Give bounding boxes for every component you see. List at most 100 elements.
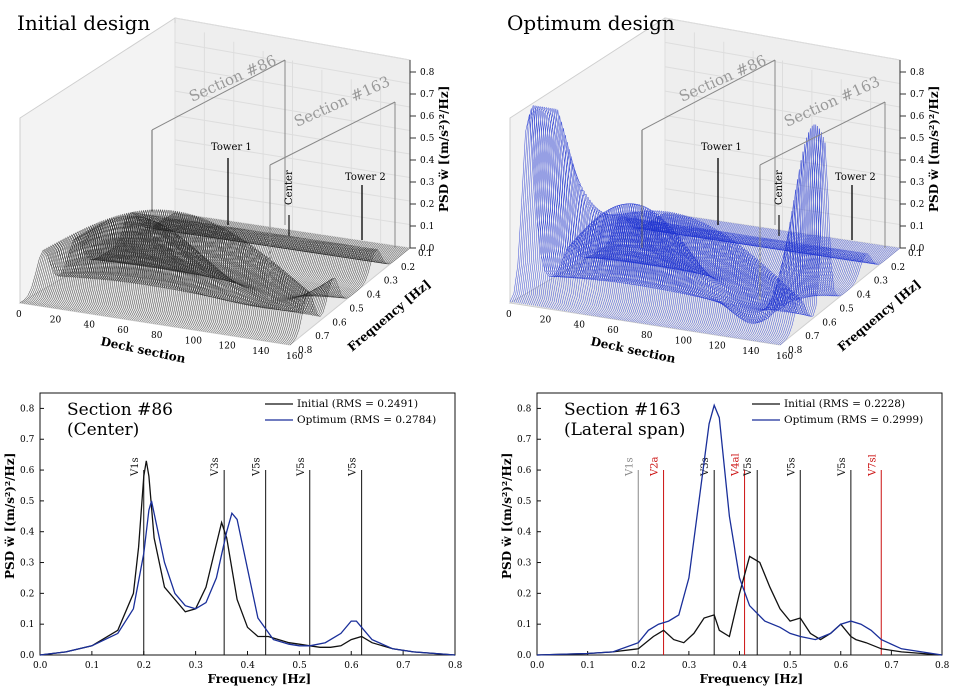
x-tick-label: 40 [574,321,586,331]
z-tick-label: 0.7 [910,90,925,100]
x-tick-label: 0.7 [396,661,411,671]
y-tick-label: 0.8 [298,346,313,356]
surface-line [289,247,411,346]
y-tick-label: 0.2 [20,589,34,599]
mode-label-v1s: V1s [624,457,635,477]
x-tick-label: 100 [185,336,202,346]
mode-label-v2a: V2a [650,456,661,477]
series-line-optimum [39,500,456,656]
x-tick-label: 40 [84,321,96,331]
mode-label-v5s: V5s [296,457,307,477]
surface-line [764,128,887,343]
surface-line [25,212,181,305]
x-tick-label: 60 [117,326,129,336]
x-tick-label: 0.4 [241,661,256,671]
surface-line [762,132,886,343]
x-tick-label: 0.6 [344,661,359,671]
surface-line [46,215,199,308]
y-tick-label: 0.2 [401,263,415,273]
x-tick-label: 80 [151,331,163,341]
center-label: Center [774,170,785,205]
y-tick-label: 0.1 [517,620,531,630]
surface-line [129,209,271,321]
z-tick-label: 0.1 [910,222,924,232]
z-tick-label: 0.0 [420,244,435,254]
z-tick-label: 0.6 [420,112,435,122]
series-line-optimum [536,403,943,656]
tower-2-label: Tower 2 [345,172,386,183]
x-tick-label: 60 [607,326,619,336]
y-tick-label: 0.7 [20,435,35,445]
x-tick-label: 0.1 [581,661,595,671]
section-subtitle: (Center) [67,420,139,440]
section-163-top [759,101,886,166]
y-tick-label: 0.2 [891,263,905,273]
y-tick-label: 0.4 [517,528,532,538]
surface-line [777,136,899,345]
y-tick-label: 0.3 [20,559,35,569]
mode-label-v7sl: V7sl [867,454,878,477]
x-tick-label: 80 [641,331,653,341]
x-tick-label: 160 [776,352,793,362]
z-tick-label: 0.2 [420,200,434,210]
surface-line [758,144,882,342]
surface-line [766,125,889,344]
y-tick-label: 0.6 [20,466,35,476]
x-axis-label: Deck section [589,334,677,366]
tower-2-label: Tower 2 [835,172,876,183]
x-tick-label: 100 [675,336,692,346]
x-axis-label: Frequency [Hz] [700,672,804,686]
y-tick-label: 0.7 [517,435,532,445]
y-tick-label: 0.7 [805,332,820,342]
legend-entry: Optimum (RMS = 0.2999) [784,414,923,426]
x-tick-label: 0.5 [783,661,798,671]
x-tick-label: 0.3 [189,661,204,671]
y-tick-label: 0.6 [822,318,837,328]
center-label: Center [284,170,295,205]
x-tick-label: 140 [252,347,269,357]
y-tick-label: 0.4 [367,291,382,301]
y-tick-label: 0.8 [20,404,35,414]
x-tick-label: 0.1 [85,661,99,671]
legend-entry: Optimum (RMS = 0.2784) [297,414,436,426]
y-tick-label: 0.7 [315,332,330,342]
surface-line [287,247,409,345]
mode-label-v5s: V5s [252,457,263,477]
x-tick-label: 0.8 [448,661,463,671]
x-tick-label: 0.2 [631,661,645,671]
mode-label-v5s: V5s [786,457,797,477]
x-tick-label: 0.0 [33,661,48,671]
y-tick-label: 0.6 [332,318,347,328]
mode-label-v3s: V3s [210,457,221,477]
x-tick-label: 0.4 [733,661,748,671]
z-tick-label: 0.1 [420,222,434,232]
y-tick-label: 0.5 [839,304,854,314]
section-163-top [269,101,396,166]
y-tick-label: 0.1 [418,249,432,259]
surface-line [710,238,840,335]
y-tick-label: 0.1 [20,620,34,630]
y-tick-label: 0.5 [349,304,364,314]
y-tick-label: 0.8 [517,404,532,414]
z-tick-label: 0.2 [910,200,924,210]
x-tick-label: 0.2 [137,661,151,671]
x-tick-label: 20 [540,315,552,325]
x-tick-label: 0 [16,310,22,320]
y-tick-label: 0.3 [517,559,532,569]
surface-line [779,142,901,346]
z-tick-label: 0.4 [420,156,435,166]
tower-1-label: Tower 1 [211,142,252,153]
y-tick-label: 0.4 [857,291,872,301]
surface-line [48,215,201,308]
y-tick-label: 0.3 [874,277,889,287]
x-tick-label: 160 [286,352,303,362]
z-tick-label: 0.8 [420,68,435,78]
tower-1-label: Tower 1 [701,142,742,153]
y-tick-label: 0.8 [788,346,803,356]
legend-entry: Initial (RMS = 0.2491) [297,398,418,410]
y-tick-label: 0.2 [517,589,531,599]
x-tick-label: 0.5 [292,661,307,671]
grid-line [174,17,411,61]
